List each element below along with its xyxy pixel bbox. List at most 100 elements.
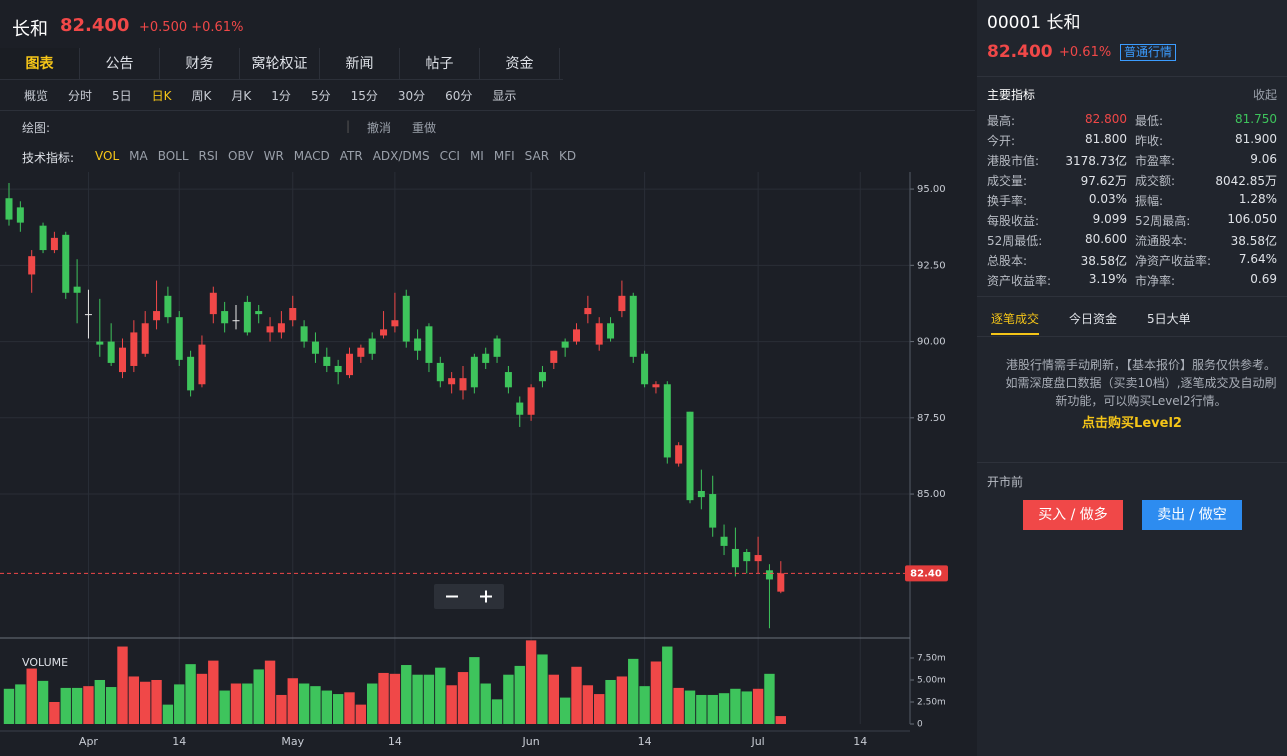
indicator[interactable]: MFI [493,149,515,163]
candle-body [402,295,410,342]
candle-body [618,295,626,312]
indicator[interactable]: SAR [524,149,550,163]
indicator[interactable]: OBV [228,149,254,163]
volume-bar [718,693,730,724]
stat-label: 最高: [987,114,1016,128]
trade-tab[interactable]: 逐笔成交 [991,310,1040,335]
candle-body [266,326,274,333]
stat-label: 成交额: [1135,174,1176,188]
volume-bar [230,683,242,724]
volume-bar [174,684,185,724]
period[interactable]: 15分 [350,89,378,103]
stat-label: 流通股本: [1135,234,1188,248]
volume-bar [26,668,37,724]
tab[interactable]: 资金 [480,48,560,79]
stat-label: 市净率: [1135,274,1176,288]
volume-title: VOLUME [22,656,68,669]
candle-body [573,329,580,342]
tab[interactable]: 新闻 [320,48,400,79]
buy-button[interactable]: 买入 / 做多 [1023,500,1123,530]
volume-bar [185,664,196,724]
volume-bar [662,646,673,724]
volume-bar [15,684,26,724]
trade-tab[interactable]: 今日资金 [1069,312,1118,326]
chart: Apr 14 May 14 Jun 14 Jul 14 85.00 87.50 90.00 92.50… [0,172,948,748]
candle-body [595,323,603,345]
candle-body [334,365,342,373]
side-change: +0.61% [1059,45,1112,60]
market-status: 开市前 [987,475,1024,489]
badge[interactable]: 普通行情 [1120,44,1177,61]
candle-body [84,314,92,316]
sell-button[interactable]: 卖出 / 做空 [1142,500,1242,530]
period[interactable]: 分时 [68,89,93,103]
indicator[interactable]: MI [469,149,484,163]
candle-body [709,494,717,528]
redo[interactable]: 重做 [412,121,437,135]
period[interactable]: 月K [231,89,252,103]
tab[interactable]: 公告 [80,48,160,79]
period[interactable]: 1分 [271,89,291,103]
stock-price: 82.400 [60,15,130,36]
candle-body [629,295,637,357]
indicator[interactable]: BOLL [157,149,189,163]
period[interactable]: 概览 [24,89,49,103]
indicator[interactable]: ATR [339,149,363,163]
trade-tab[interactable]: 5日大单 [1147,312,1191,326]
collapse[interactable]: 收起 [1253,88,1278,102]
indicator[interactable]: ADX/DMS [372,149,430,163]
volume-bar [639,686,650,724]
y-tick-label: 95.00 [917,184,946,195]
level2-link[interactable]: 点击购买Level2 [1082,416,1182,431]
stat-value: 81.750 [1235,112,1277,126]
y-tick-label: 87.50 [917,413,946,424]
period[interactable]: 日K [151,89,172,103]
indicator[interactable]: RSI [198,149,219,163]
volume-bar [60,687,71,724]
stat-label: 今开: [987,134,1016,148]
volume-bar [457,672,469,724]
candle-body [777,573,785,592]
candle-body [641,353,649,385]
period[interactable]: 5日 [112,89,132,103]
candle-body [652,384,660,388]
y-tick-label: 0 [917,720,923,730]
tab[interactable]: 帖子 [400,48,480,79]
period[interactable]: 60分 [445,89,473,103]
tab[interactable]: 财务 [160,48,240,79]
candle-body [686,411,694,501]
indicator[interactable]: WR [263,149,284,163]
candle-body [164,295,172,318]
section-title: 主要指标 [987,88,1036,102]
candle-body [482,353,490,363]
tab[interactable]: 图表 [0,48,80,79]
volume-bar [355,704,367,724]
candle-body [198,344,206,385]
period[interactable]: 显示 [492,89,517,103]
volume-bar [503,674,514,724]
indicator[interactable]: MACD [293,149,330,163]
indicator[interactable]: CCI [439,149,460,163]
volume-bar [264,660,276,724]
x-tick-label: May [281,735,304,748]
divider [977,336,1287,337]
candle-body [765,570,773,580]
volume-bar [730,688,741,724]
indicator[interactable]: VOL [95,149,120,163]
candle-body [391,320,399,327]
tab-bar: 图表 公告 财务 窝轮权证 新闻 帖子 资金 [0,48,563,80]
period[interactable]: 周K [191,89,212,103]
volume-bar [571,666,582,724]
period[interactable]: 30分 [397,89,426,103]
volume-bar [105,687,117,724]
candle-body [255,311,263,315]
indicator[interactable]: MA [129,149,148,163]
volume-bar [582,685,594,724]
x-tick-label: Jun [522,735,540,748]
tab[interactable]: 窝轮权证 [240,48,320,79]
period[interactable]: 5分 [310,89,331,103]
stat-value: 80.600 [1085,232,1127,246]
undo[interactable]: 撤消 [367,121,392,135]
indicator[interactable]: KD [559,149,577,163]
